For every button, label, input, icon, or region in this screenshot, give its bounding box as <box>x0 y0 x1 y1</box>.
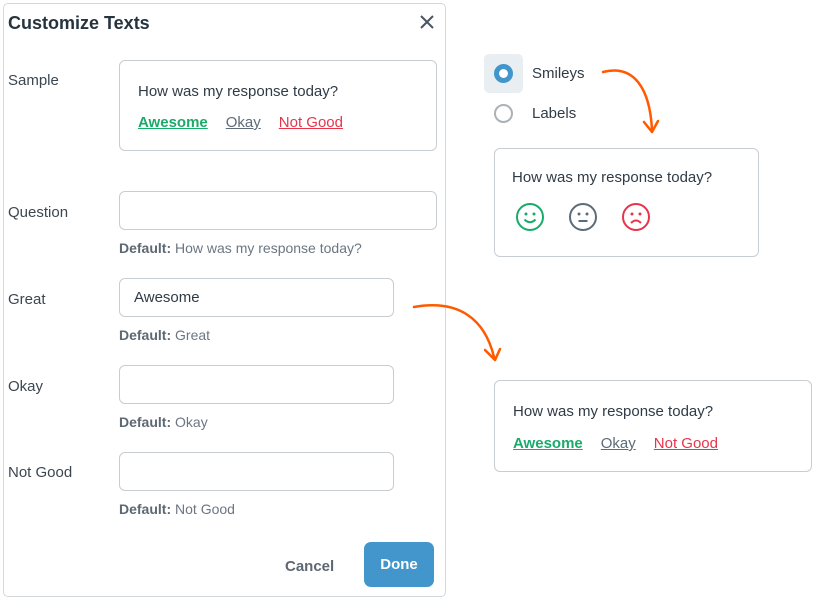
happy-face-icon <box>516 203 544 231</box>
smiley-question: How was my response today? <box>512 169 713 186</box>
radio-labels-label[interactable]: Labels <box>532 105 577 122</box>
close-icon[interactable] <box>417 12 437 32</box>
question-default: Default: How was my response today? <box>119 240 362 256</box>
arrow-icon <box>412 304 502 362</box>
dialog-title: Customize Texts <box>8 13 150 33</box>
sad-face-icon <box>622 203 650 231</box>
question-label: Question <box>8 204 69 221</box>
neutral-face-icon <box>569 203 597 231</box>
okay-label: Okay <box>8 378 44 395</box>
sample-not-good-link: Not Good <box>278 114 343 131</box>
cancel-button[interactable]: Cancel <box>285 558 335 575</box>
sample-label: Sample <box>8 72 59 89</box>
not-good-label: Not Good <box>8 464 73 481</box>
sample-okay-link: Okay <box>225 114 261 131</box>
radio-smileys[interactable] <box>494 64 513 83</box>
sample-question: How was my response today? <box>138 83 339 100</box>
great-label: Great <box>8 291 46 308</box>
not-good-input[interactable] <box>119 452 394 491</box>
smiley-preview: How was my response today? <box>494 148 759 257</box>
sample-preview: How was my response today? Awesome Okay No… <box>119 60 437 151</box>
labels-okay-link: Okay <box>600 435 636 452</box>
labels-not-good-link: Not Good <box>653 435 718 452</box>
labels-question: How was my response today? <box>513 403 714 420</box>
great-default: Default: Great <box>119 327 211 343</box>
not-good-default: Default: Not Good <box>119 501 235 517</box>
okay-input[interactable] <box>119 365 394 404</box>
great-input[interactable]: Awesome <box>119 278 394 317</box>
radio-smileys-label[interactable]: Smileys <box>532 65 585 82</box>
sample-great-link: Awesome <box>138 114 208 131</box>
question-input[interactable] <box>119 191 437 230</box>
okay-default: Default: Okay <box>119 414 208 430</box>
radio-labels[interactable] <box>494 104 513 123</box>
done-button[interactable]: Done <box>364 542 434 587</box>
labels-great-link: Awesome <box>513 435 583 452</box>
labels-preview: How was my response today? Awesome Okay No… <box>494 380 812 472</box>
arrow-icon <box>601 69 660 134</box>
